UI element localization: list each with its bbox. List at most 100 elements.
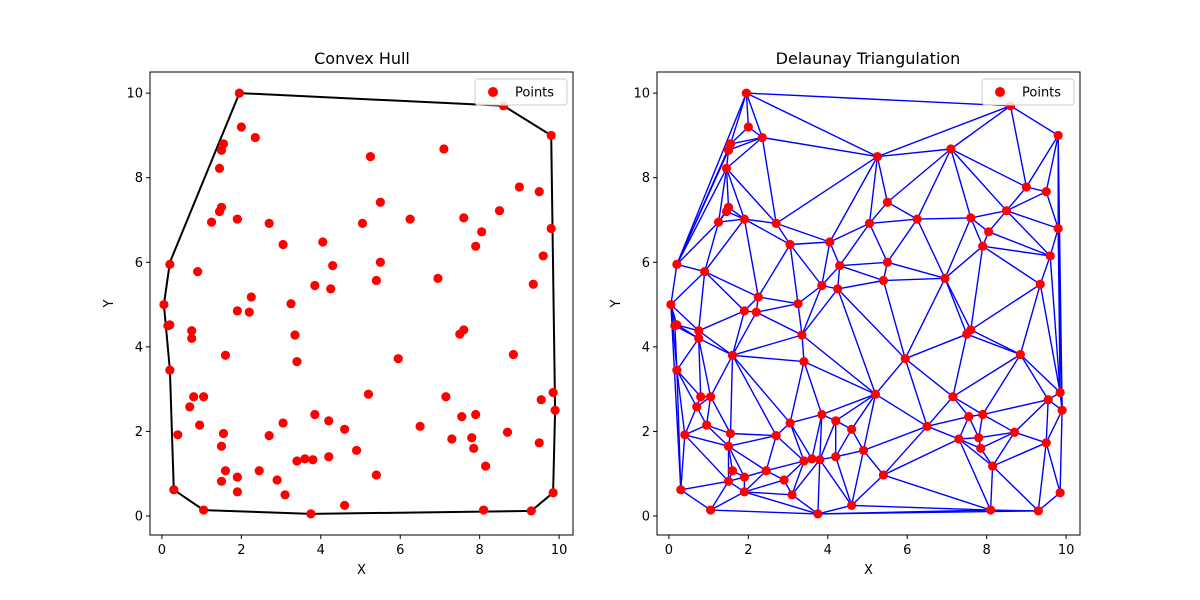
- triangulation-edge: [950, 105, 1011, 150]
- triangulation-edge: [744, 218, 791, 246]
- triangulation-edge: [992, 465, 1039, 512]
- data-point: [165, 259, 175, 269]
- data-point: [278, 418, 288, 428]
- data-point: [847, 500, 857, 511]
- data-point: [878, 275, 888, 286]
- triangulation-edge: [676, 370, 686, 435]
- data-point: [199, 505, 209, 515]
- triangulation-edge: [982, 413, 1015, 433]
- data-point: [835, 261, 845, 271]
- triangulation-edge: [676, 149, 730, 265]
- data-point: [187, 333, 197, 343]
- legend-marker: [995, 87, 1005, 97]
- data-point: [882, 197, 892, 207]
- x-tick-label: 6: [903, 543, 911, 558]
- triangulation-edge: [744, 491, 819, 515]
- data-point: [216, 145, 227, 155]
- triangulation-edge: [821, 241, 831, 286]
- data-point: [469, 443, 479, 453]
- data-point: [306, 509, 316, 519]
- data-point: [948, 392, 958, 402]
- data-point: [692, 402, 702, 412]
- triangulation-edge: [821, 393, 876, 416]
- data-point: [365, 151, 376, 162]
- triangulation-edge: [801, 285, 823, 336]
- triangulation-edge: [684, 406, 698, 436]
- triangulation-edge: [839, 222, 871, 267]
- data-point: [479, 505, 489, 515]
- triangulation-edge: [744, 218, 777, 225]
- triangulation-edge: [801, 334, 876, 395]
- data-point: [706, 392, 716, 402]
- data-point: [459, 325, 469, 335]
- triangulation-edge: [732, 354, 805, 363]
- data-point: [187, 326, 197, 336]
- data-point: [244, 307, 254, 317]
- data-point: [807, 454, 817, 464]
- triangulation-edge: [1037, 492, 1061, 512]
- triangulation-edge: [882, 280, 906, 359]
- data-point: [922, 421, 932, 431]
- data-point: [206, 217, 217, 227]
- data-point: [363, 389, 374, 399]
- data-point: [723, 476, 734, 486]
- data-point: [159, 299, 169, 310]
- data-point: [721, 163, 732, 174]
- triangulation-edge: [680, 489, 711, 511]
- triangulation-edge: [875, 393, 928, 427]
- data-point: [978, 409, 988, 420]
- data-point: [405, 214, 415, 224]
- triangulation-edge: [952, 353, 1021, 398]
- triangulation-edge: [970, 329, 1021, 356]
- data-point: [324, 416, 334, 426]
- data-point: [761, 466, 771, 476]
- data-point: [785, 418, 795, 428]
- data-point: [706, 505, 716, 515]
- convex-hull-panel: Convex Hull 0 2 4 6 8 10 0 2 4 6 8 10 X Y Points: [102, 49, 574, 578]
- data-point: [264, 431, 274, 441]
- data-point: [739, 214, 749, 224]
- triangulation-edge: [978, 431, 1015, 439]
- triangulation-edge: [710, 480, 730, 511]
- triangulation-edge: [883, 438, 960, 476]
- triangulation-edge: [744, 491, 793, 496]
- data-point: [680, 430, 690, 440]
- x-axis-label: X: [357, 563, 366, 578]
- triangulation-edge: [704, 218, 745, 273]
- triangulation-edge: [904, 277, 946, 360]
- data-point: [481, 461, 491, 471]
- triangulation-edge: [797, 303, 803, 336]
- data-point: [477, 227, 487, 237]
- data-point: [757, 132, 767, 143]
- data-point: [771, 218, 781, 228]
- triangulation-edge: [837, 288, 906, 360]
- triangulation-edge: [835, 393, 876, 422]
- data-point: [214, 163, 225, 174]
- triangulation-edge: [1014, 431, 1047, 444]
- data-point: [308, 455, 318, 465]
- triangulation-edge: [791, 459, 821, 496]
- data-point: [878, 470, 888, 480]
- triangulation-edge: [904, 358, 928, 427]
- data-point: [216, 441, 227, 451]
- x-tick-label: 2: [237, 543, 245, 558]
- triangulation-edge: [982, 354, 1021, 415]
- data-point: [326, 284, 336, 294]
- data-point: [739, 487, 749, 497]
- triangulation-edge: [684, 434, 729, 447]
- data-point: [864, 218, 875, 228]
- triangulation-edge: [1045, 442, 1061, 493]
- x-tick-label: 4: [317, 543, 325, 558]
- triangulation-edge: [877, 105, 1011, 158]
- triangulation-edge: [811, 414, 823, 460]
- data-point: [550, 405, 560, 415]
- data-point: [753, 292, 763, 302]
- triangulation-edge: [727, 445, 746, 478]
- data-point: [246, 292, 256, 302]
- data-point: [254, 466, 264, 476]
- triangulation-edge: [709, 354, 734, 398]
- triangulation-edge: [756, 303, 799, 313]
- data-point: [813, 509, 823, 519]
- data-point: [234, 88, 244, 98]
